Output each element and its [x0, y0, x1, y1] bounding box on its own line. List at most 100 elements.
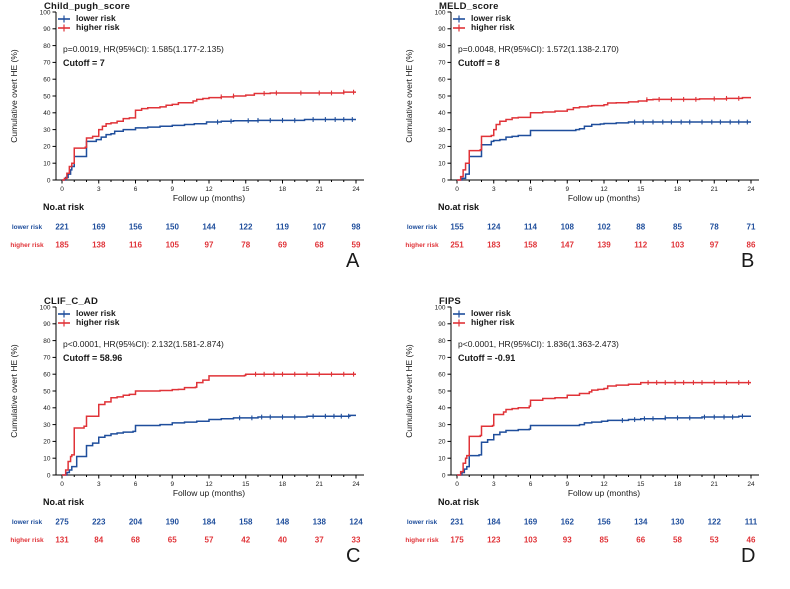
svg-text:70: 70 — [43, 60, 51, 67]
svg-text:80: 80 — [43, 338, 51, 345]
at-risk-value: 175 — [450, 536, 464, 545]
risk-row-label-lower: lower risk — [11, 224, 43, 231]
at-risk-value: 103 — [671, 241, 685, 250]
svg-text:24: 24 — [352, 481, 360, 488]
stats-text: p<0.0001, HR(95%CI): 1.836(1.363-2.473) — [458, 339, 619, 349]
at-risk-value: 122 — [239, 223, 253, 232]
at-risk-value: 251 — [450, 241, 464, 250]
svg-text:10: 10 — [438, 161, 446, 168]
svg-text:70: 70 — [43, 355, 51, 362]
x-axis-label: Follow up (months) — [567, 488, 641, 498]
svg-text:15: 15 — [637, 481, 645, 488]
svg-text:24: 24 — [747, 186, 755, 193]
at-risk-value: 185 — [55, 241, 69, 250]
svg-text:6: 6 — [529, 481, 533, 488]
svg-text:3: 3 — [492, 481, 496, 488]
panel-letter: C — [346, 545, 361, 567]
svg-text:21: 21 — [711, 481, 719, 488]
km-plot-clif-c-ad: 0 10 20 30 40 50 60 70 80 90 100 0 3 6 9 12 15 18 21 24 275 2… — [40, 304, 364, 545]
at-risk-value: 204 — [129, 518, 143, 527]
at-risk-value: 155 — [450, 223, 464, 232]
legend-marker-higher-icon — [58, 24, 70, 31]
svg-text:6: 6 — [134, 186, 138, 193]
svg-text:21: 21 — [316, 481, 324, 488]
at-risk-value: 93 — [563, 536, 572, 545]
at-risk-value: 184 — [487, 518, 501, 527]
svg-text:50: 50 — [438, 93, 446, 100]
y-axis-label: Cumulative overt HE (%) — [9, 344, 19, 438]
at-risk-value: 71 — [747, 223, 756, 232]
at-risk-value: 158 — [239, 518, 253, 527]
svg-text:30: 30 — [438, 422, 446, 429]
svg-text:12: 12 — [600, 186, 608, 193]
at-risk-value: 124 — [349, 518, 363, 527]
legend-item-lower-risk: lower risk — [57, 14, 119, 23]
risk-row-label-lower: lower risk — [406, 224, 438, 231]
panel-meld: 0 10 20 30 40 50 60 70 80 90 100 0 3 6 9 12 15 18 21 24 155 1… — [395, 0, 790, 294]
svg-text:20: 20 — [438, 439, 446, 446]
svg-text:30: 30 — [43, 422, 51, 429]
at-risk-value: 124 — [487, 223, 501, 232]
y-axis-label: Cumulative overt HE (%) — [404, 49, 414, 143]
risk-table-header: No.at risk — [438, 497, 480, 507]
svg-text:15: 15 — [637, 186, 645, 193]
km-curve-higher — [457, 381, 751, 476]
cutoff-text: Cutoff = 8 — [458, 58, 500, 68]
at-risk-value: 42 — [241, 536, 250, 545]
risk-table-header: No.at risk — [43, 202, 85, 212]
legend-marker-lower-icon — [453, 310, 465, 317]
svg-text:0: 0 — [60, 186, 64, 193]
panel-clif-c-ad: 0 10 20 30 40 50 60 70 80 90 100 0 3 6 9 12 15 18 21 24 275 2… — [0, 295, 395, 589]
svg-text:24: 24 — [352, 186, 360, 193]
svg-text:80: 80 — [43, 43, 51, 50]
at-risk-value: 59 — [352, 241, 361, 250]
at-risk-value: 147 — [561, 241, 575, 250]
svg-text:0: 0 — [442, 177, 446, 184]
at-risk-value: 156 — [597, 518, 611, 527]
legend-label-lower: lower risk — [471, 308, 511, 318]
at-risk-value: 88 — [636, 223, 645, 232]
at-risk-value: 114 — [524, 223, 537, 232]
stats-text: p=0.0019, HR(95%CI): 1.585(1.177-2.135) — [63, 44, 224, 54]
svg-text:60: 60 — [43, 372, 51, 379]
svg-text:90: 90 — [438, 321, 446, 328]
legend-label-lower: lower risk — [76, 308, 116, 318]
svg-text:12: 12 — [205, 186, 213, 193]
svg-text:0: 0 — [455, 481, 459, 488]
at-risk-value: 158 — [524, 241, 538, 250]
stats-text: p=0.0048, HR(95%CI): 1.572(1.138-2.170) — [458, 44, 619, 54]
svg-text:40: 40 — [438, 110, 446, 117]
svg-text:9: 9 — [170, 186, 174, 193]
at-risk-value: 53 — [710, 536, 719, 545]
svg-text:21: 21 — [316, 186, 324, 193]
at-risk-value: 66 — [636, 536, 645, 545]
legend-marker-lower-icon — [58, 15, 70, 22]
panel-title: FIPS — [439, 296, 461, 307]
panel-letter: B — [741, 250, 755, 272]
svg-text:6: 6 — [134, 481, 138, 488]
svg-text:100: 100 — [40, 9, 51, 16]
at-risk-value: 68 — [131, 536, 140, 545]
svg-text:10: 10 — [438, 456, 446, 463]
svg-text:0: 0 — [47, 472, 51, 479]
risk-row-label-lower: lower risk — [406, 519, 438, 526]
svg-text:3: 3 — [97, 186, 101, 193]
legend-label-lower: lower risk — [76, 13, 116, 23]
risk-row-label-higher: higher risk — [405, 537, 439, 544]
legend-label-higher: higher risk — [471, 317, 515, 327]
svg-text:20: 20 — [43, 144, 51, 151]
svg-text:60: 60 — [43, 77, 51, 84]
at-risk-value: 85 — [673, 223, 682, 232]
at-risk-value: 97 — [710, 241, 719, 250]
at-risk-value: 112 — [634, 241, 647, 250]
svg-text:80: 80 — [438, 43, 446, 50]
at-risk-value: 169 — [92, 223, 106, 232]
at-risk-value: 275 — [55, 518, 69, 527]
risk-row-label-higher: higher risk — [10, 537, 44, 544]
km-curve-higher — [62, 373, 356, 476]
at-risk-value: 68 — [315, 241, 324, 250]
svg-text:9: 9 — [565, 186, 569, 193]
at-risk-value: 107 — [313, 223, 327, 232]
